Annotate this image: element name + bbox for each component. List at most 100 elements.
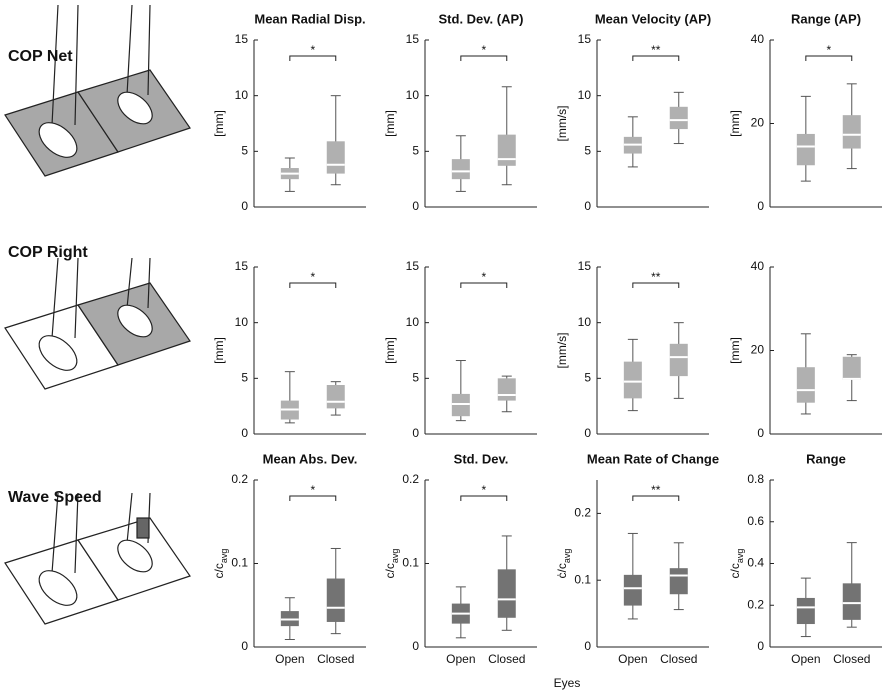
y-tick-label: 40 — [751, 259, 765, 273]
y-tick-label: 40 — [751, 32, 765, 46]
significance: * — [481, 483, 486, 497]
y-axis-label: [mm] — [383, 110, 397, 137]
box — [670, 107, 688, 129]
y-tick-label: 15 — [235, 32, 249, 46]
box — [498, 135, 516, 166]
y-tick-label: 15 — [578, 32, 592, 46]
box — [327, 385, 345, 408]
y-axis-label-main: c/c — [383, 563, 397, 578]
y-axis-label: c/cavg — [728, 549, 745, 579]
y-axis-label: [mm] — [212, 337, 226, 364]
y-tick-label: 0.2 — [402, 472, 419, 486]
y-tick-label: 5 — [412, 371, 419, 385]
y-tick-label: 0.2 — [574, 506, 591, 520]
box — [797, 598, 815, 624]
y-tick-label: 5 — [241, 371, 248, 385]
y-axis-label: [mm] — [212, 110, 226, 137]
y-axis-label-main: c/c — [728, 563, 742, 578]
significance: * — [310, 483, 315, 497]
significance: ** — [651, 483, 661, 497]
chart-title: Mean Rate of Change — [587, 451, 719, 466]
x-tick-label: Closed — [488, 652, 525, 666]
y-tick-label: 15 — [406, 32, 420, 46]
y-tick-label: 0.1 — [574, 572, 591, 586]
row-label: Wave Speed — [8, 489, 102, 506]
x-axis-label: Eyes — [554, 676, 581, 690]
y-axis-label-sub: avg — [390, 549, 400, 564]
x-tick-label: Closed — [317, 652, 354, 666]
chart-title: Range — [806, 451, 846, 466]
y-axis-label-main: c/c — [212, 563, 226, 578]
y-tick-label: 0 — [241, 639, 248, 653]
y-axis-label: [mm] — [383, 337, 397, 364]
row-label: COP Right — [8, 244, 88, 261]
x-tick-label: Open — [275, 652, 304, 666]
y-tick-label: 0 — [241, 426, 248, 440]
y-tick-label: 0.6 — [747, 514, 764, 528]
y-tick-label: 0 — [412, 639, 419, 653]
significance: * — [310, 270, 315, 284]
y-tick-label: 10 — [235, 88, 249, 102]
y-tick-label: 15 — [406, 259, 420, 273]
x-tick-label: Open — [618, 652, 647, 666]
figure: COP Net COP Right Wave Speed Eyes Mean R… — [0, 0, 886, 695]
y-tick-label: 5 — [584, 371, 591, 385]
box — [327, 141, 345, 173]
y-axis-label: c/cavg — [383, 549, 400, 579]
x-tick-label: Closed — [660, 652, 697, 666]
x-tick-label: Open — [791, 652, 820, 666]
x-tick-label: Open — [446, 652, 475, 666]
y-tick-label: 10 — [406, 315, 420, 329]
y-tick-label: 0.1 — [231, 556, 248, 570]
box — [670, 568, 688, 594]
y-tick-label: 0.1 — [402, 556, 419, 570]
y-tick-label: 0 — [584, 639, 591, 653]
box — [498, 569, 516, 617]
significance: * — [826, 43, 831, 57]
y-tick-label: 0.4 — [747, 556, 764, 570]
y-axis-label: [mm] — [728, 337, 742, 364]
illustration-cop-right — [5, 258, 190, 389]
box — [327, 579, 345, 622]
y-tick-label: 0 — [757, 639, 764, 653]
y-tick-label: 0 — [584, 426, 591, 440]
illustration-cop-net — [5, 5, 190, 176]
y-axis-label: [mm/s] — [555, 106, 569, 142]
y-tick-label: 0 — [757, 426, 764, 440]
x-tick-label: Closed — [833, 652, 870, 666]
y-tick-label: 5 — [584, 144, 591, 158]
chart-title: Std. Dev. — [454, 451, 509, 466]
y-axis-label: [mm] — [728, 110, 742, 137]
y-tick-label: 15 — [578, 259, 592, 273]
y-tick-label: 15 — [235, 259, 249, 273]
box — [498, 378, 516, 400]
y-axis-label: [mm/s] — [555, 333, 569, 369]
y-axis-label-sub: avg — [219, 549, 229, 564]
chart-title: Mean Velocity (AP) — [595, 11, 711, 26]
box — [797, 134, 815, 165]
y-tick-label: 0 — [584, 199, 591, 213]
box — [624, 575, 642, 606]
box — [843, 583, 861, 620]
chart-title: Mean Abs. Dev. — [263, 451, 358, 466]
y-tick-label: 10 — [578, 315, 592, 329]
y-axis-label: c/cavg — [212, 549, 229, 579]
row-label: COP Net — [8, 48, 73, 65]
y-tick-label: 20 — [751, 116, 765, 130]
y-tick-label: 0.2 — [231, 472, 248, 486]
significance: * — [481, 270, 486, 284]
chart-title: Std. Dev. (AP) — [439, 11, 524, 26]
y-tick-label: 0 — [412, 426, 419, 440]
y-tick-label: 0.2 — [747, 597, 764, 611]
box — [797, 367, 815, 402]
chart-title: Mean Radial Disp. — [254, 11, 365, 26]
y-tick-label: 0 — [412, 199, 419, 213]
significance: * — [310, 43, 315, 57]
box — [670, 344, 688, 376]
box — [452, 159, 470, 179]
y-axis-label-main: ċ/c — [555, 563, 569, 578]
box — [452, 394, 470, 416]
y-tick-label: 10 — [235, 315, 249, 329]
box — [843, 357, 861, 380]
y-axis-label-sub: avg — [562, 549, 572, 564]
